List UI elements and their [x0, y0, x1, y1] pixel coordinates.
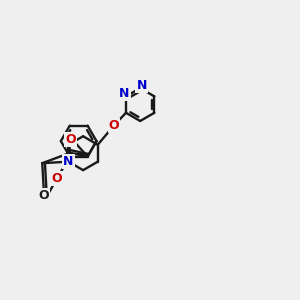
Text: O: O — [52, 172, 62, 185]
Text: O: O — [38, 189, 49, 202]
Text: N: N — [136, 79, 147, 92]
Text: N: N — [63, 155, 74, 168]
Text: N: N — [63, 155, 74, 168]
Text: O: O — [109, 119, 119, 132]
Text: O: O — [65, 133, 76, 146]
Text: N: N — [119, 87, 130, 100]
